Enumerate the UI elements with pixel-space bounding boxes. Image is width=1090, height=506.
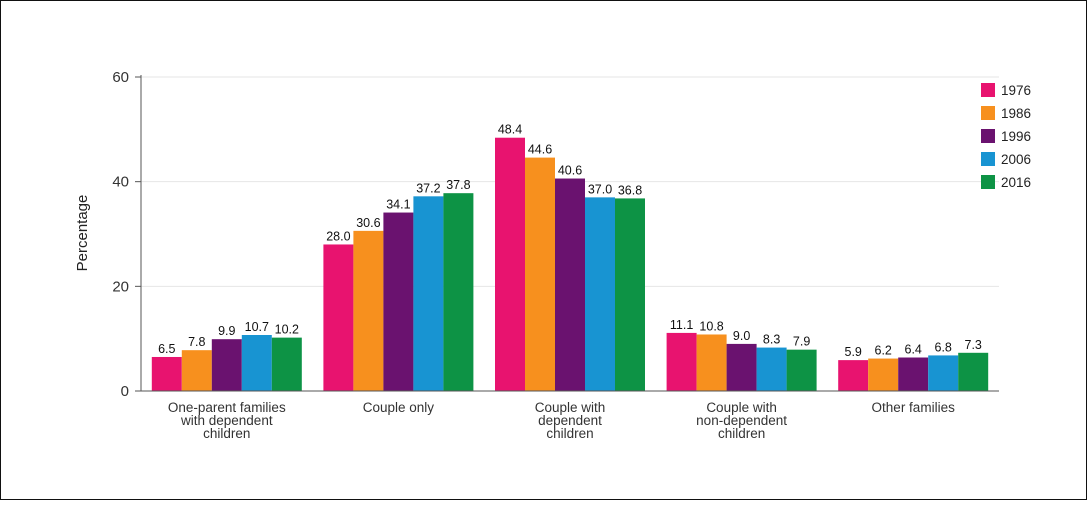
bar-2016 — [958, 352, 989, 391]
data-label: 6.5 — [158, 342, 175, 356]
bar-1976 — [323, 244, 354, 391]
legend-label: 1996 — [1001, 129, 1031, 144]
data-label: 34.1 — [386, 198, 410, 212]
data-label: 48.4 — [498, 123, 522, 137]
x-tick-label: non-dependent — [696, 413, 787, 428]
data-label: 40.6 — [558, 164, 582, 178]
data-label: 28.0 — [326, 229, 350, 243]
data-label: 5.9 — [845, 345, 862, 359]
bar-1996 — [211, 339, 242, 391]
bar-2016 — [443, 193, 474, 391]
data-label: 10.8 — [699, 319, 723, 333]
data-label: 6.2 — [875, 344, 892, 358]
y-axis: 0 20 40 60 — [112, 69, 142, 400]
bar-2006 — [756, 347, 787, 391]
bar-2006 — [241, 335, 272, 391]
data-label: 44.6 — [528, 143, 552, 157]
y-tick-label: 60 — [112, 69, 129, 86]
bar-2006 — [413, 196, 444, 391]
legend-swatch — [981, 106, 995, 120]
data-label: 11.1 — [670, 318, 693, 332]
x-tick-label: Couple only — [363, 400, 435, 415]
bar-1986 — [353, 230, 384, 391]
bar-2006 — [928, 355, 959, 391]
data-label: 7.3 — [965, 338, 982, 352]
legend-swatch — [981, 175, 995, 189]
bar-1976 — [666, 332, 697, 391]
data-label: 9.9 — [218, 324, 235, 338]
bar-1996 — [555, 178, 585, 391]
data-labels: 6.5 7.8 9.9 10.7 10.2 28.0 30.6 34.1 37.2 37.8 48.… — [158, 123, 982, 359]
y-tick-label: 40 — [112, 174, 129, 191]
legend-swatch — [981, 83, 995, 97]
legend-label: 1976 — [1001, 83, 1031, 98]
bar-1996 — [898, 357, 929, 391]
x-tick-label: children — [203, 426, 250, 441]
x-tick-label: dependent — [538, 413, 602, 428]
y-tick-label: 20 — [112, 278, 129, 295]
bar-1986 — [525, 157, 555, 391]
data-label: 8.3 — [763, 333, 780, 347]
y-axis-label: Percentage — [74, 195, 91, 272]
data-label: 9.0 — [733, 329, 750, 343]
bar-1986 — [696, 334, 727, 391]
data-label: 37.8 — [446, 178, 470, 192]
bar-1986 — [868, 358, 899, 391]
x-tick-label: One-parent families — [168, 400, 286, 415]
bar-1976 — [838, 360, 869, 391]
legend-label: 2006 — [1001, 152, 1031, 167]
x-tick-label: Other families — [872, 400, 956, 415]
legend-label: 1986 — [1001, 106, 1031, 121]
data-label: 30.6 — [356, 216, 380, 230]
bar-2016 — [615, 198, 645, 391]
bars — [151, 137, 989, 391]
data-label: 36.8 — [618, 183, 642, 197]
x-tick-label: with dependent — [180, 413, 273, 428]
x-tick-label: children — [546, 426, 593, 441]
data-label: 37.2 — [416, 181, 440, 195]
legend-swatch — [981, 129, 995, 143]
bar-1996 — [383, 212, 414, 391]
legend: 1976 1986 1996 2006 2016 — [981, 83, 1031, 190]
data-label: 10.7 — [245, 320, 269, 334]
legend-swatch — [981, 152, 995, 166]
x-tick-label: children — [718, 426, 765, 441]
data-label: 6.8 — [935, 340, 952, 354]
bar-1976 — [151, 356, 182, 391]
x-tick-label: Couple with — [535, 400, 606, 415]
bar-2016 — [786, 349, 817, 391]
data-label: 37.0 — [588, 182, 612, 196]
data-label: 10.2 — [275, 323, 299, 337]
bar-2006 — [585, 197, 615, 391]
data-label: 7.8 — [188, 335, 205, 349]
bar-2016 — [271, 337, 302, 391]
data-label: 7.9 — [793, 335, 810, 349]
legend-label: 2016 — [1001, 175, 1031, 190]
y-tick-label: 0 — [121, 383, 129, 400]
x-tick-label: Couple with — [706, 400, 777, 415]
bar-1986 — [181, 350, 212, 391]
bar-1996 — [726, 343, 757, 391]
bar-1976 — [495, 137, 525, 391]
data-label: 6.4 — [905, 343, 922, 357]
